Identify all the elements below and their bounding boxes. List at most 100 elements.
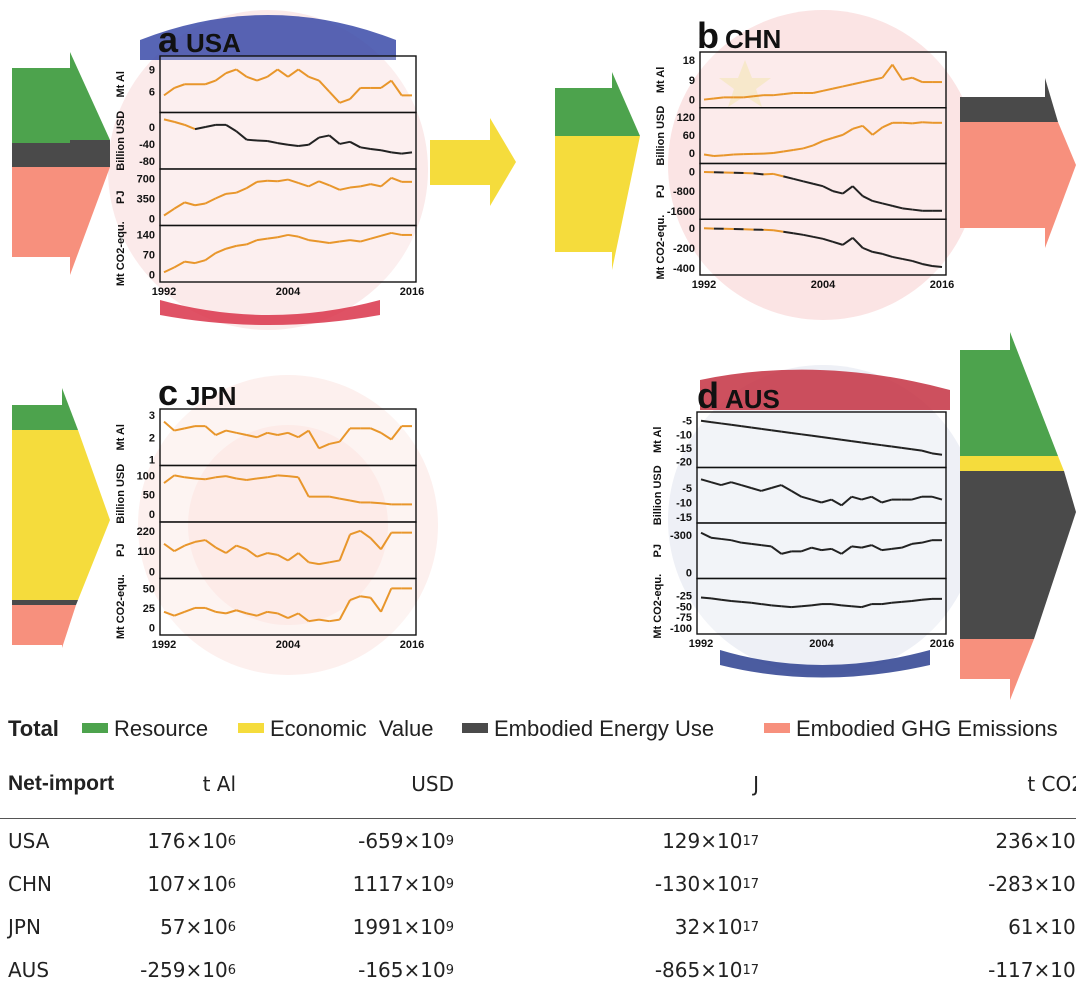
series-segment <box>902 121 913 125</box>
series-segment <box>703 97 715 101</box>
series-segment <box>801 604 812 608</box>
series-segment <box>390 79 403 96</box>
series-segment <box>184 201 196 207</box>
series-segment <box>297 612 310 622</box>
series-segment <box>349 140 361 149</box>
series-segment <box>861 125 874 136</box>
series-segment <box>225 544 237 554</box>
cell-mantissa: -117×10 <box>988 957 1076 982</box>
cell-mantissa: -865×10 <box>654 957 743 982</box>
series-segment <box>204 252 217 262</box>
series-segment <box>822 237 834 243</box>
energy-swatch <box>462 723 488 734</box>
y-tick-label: -50 <box>676 601 692 613</box>
series-segment <box>902 207 913 211</box>
y-axis-label: Mt Al <box>655 67 667 93</box>
cell-mantissa: -659×10 <box>358 828 446 853</box>
series-segment <box>791 605 802 609</box>
legend-energy-label: Embodied Energy Use <box>494 716 715 741</box>
series-segment <box>163 118 175 123</box>
subplot-frame <box>159 464 417 523</box>
y-axis-label: Mt CO2-equ. <box>115 574 127 639</box>
x-tick-label: 2016 <box>930 279 954 291</box>
series-segment <box>700 478 712 484</box>
y-tick-label: 0 <box>689 166 695 178</box>
cell-exponent: 6 <box>227 833 236 849</box>
series-segment <box>741 541 752 545</box>
header-t-co2: t CO2 <box>1027 772 1076 796</box>
y-tick-label: -300 <box>670 530 692 542</box>
series-segment <box>781 605 792 609</box>
series-segment <box>246 434 258 439</box>
series-segment <box>831 603 842 607</box>
x-tick-label: 2004 <box>811 279 836 291</box>
series-segment <box>802 144 814 150</box>
series-segment <box>912 208 923 212</box>
row-country: CHN <box>8 871 52 896</box>
series-segment <box>871 126 884 136</box>
chn-output-arrow <box>960 78 1076 248</box>
series-segment <box>308 618 320 623</box>
cell-mantissa: 129×10 <box>662 828 743 853</box>
y-axis-label: Billion USD <box>652 465 664 525</box>
y-axis-label: PJ <box>115 544 127 557</box>
series-segment <box>901 600 912 603</box>
series-segment <box>391 151 402 155</box>
series-segment <box>318 79 331 93</box>
chn-input-arrow <box>555 72 640 270</box>
cell-mantissa: 236×10 <box>995 828 1076 853</box>
series-segment <box>700 531 712 539</box>
series-segment <box>852 81 863 86</box>
series-segment <box>328 134 341 145</box>
series-segment <box>401 151 413 155</box>
series-segment <box>318 180 330 187</box>
series-segment <box>391 231 402 236</box>
panel-a-usa <box>12 10 516 330</box>
series-segment <box>338 427 351 443</box>
series-segment <box>298 235 309 242</box>
subplot-frame <box>159 224 417 283</box>
cell-exponent: 17 <box>742 919 759 935</box>
series-segment <box>741 425 752 429</box>
series-segment <box>771 429 782 433</box>
series-segment <box>328 90 341 104</box>
series-segment <box>842 237 854 246</box>
series-segment <box>205 123 216 128</box>
y-axis-label: Mt CO2-equ. <box>652 574 664 639</box>
y-tick-label: -15 <box>676 512 692 524</box>
series-segment <box>922 121 933 124</box>
x-tick-label: 1992 <box>692 279 716 291</box>
y-tick-label: 140 <box>137 229 155 241</box>
series-segment <box>256 552 268 558</box>
series-segment <box>801 546 812 553</box>
y-tick-label: -100 <box>670 623 692 635</box>
series-segment <box>163 207 175 217</box>
series-segment <box>287 143 299 148</box>
series-segment <box>236 477 247 482</box>
series-segment <box>872 250 883 255</box>
cell-exponent: 6 <box>227 962 236 978</box>
series-segment <box>811 603 822 607</box>
table-cell: -865×1017 <box>454 948 759 991</box>
series-segment <box>329 495 340 500</box>
series-segment <box>790 490 802 498</box>
chart-jpn: c JPN Mt Al 3 2 1 Billion USD 100 50 0 PJ 220 110 0 Mt… <box>115 372 424 651</box>
series-segment <box>852 124 863 130</box>
cell-exponent: 9 <box>445 962 454 978</box>
series-segment <box>710 421 722 425</box>
series-segment <box>236 609 247 615</box>
series-segment <box>763 151 774 155</box>
y-tick-label: 0 <box>689 223 695 235</box>
row-country: USA <box>8 828 50 853</box>
y-axis-label: PJ <box>115 191 127 204</box>
y-axis-label: Billion USD <box>655 106 667 166</box>
table-cell: -165×109 <box>236 948 454 991</box>
series-segment <box>821 547 832 552</box>
y-tick-label: 110 <box>137 546 155 558</box>
series-segment <box>194 259 206 265</box>
